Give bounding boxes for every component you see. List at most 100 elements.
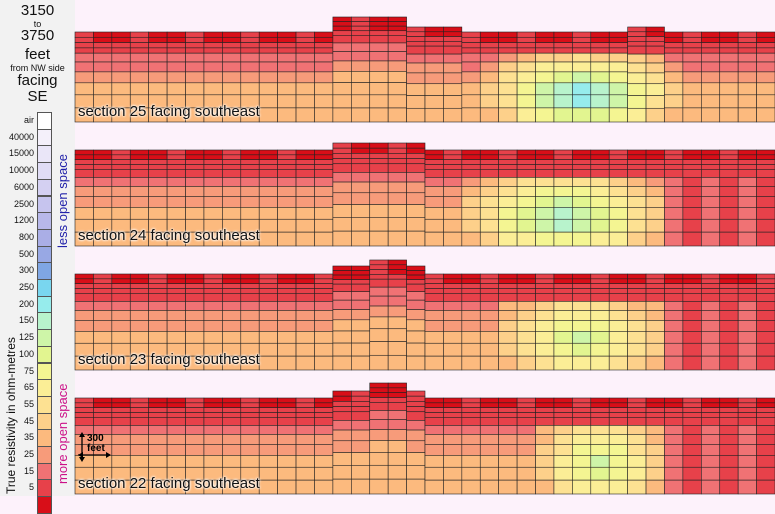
heatmap-cell (148, 417, 168, 426)
heatmap-cell (572, 466, 592, 481)
heatmap-cell (479, 417, 499, 426)
heatmap-cell (498, 397, 518, 404)
heatmap-cell (351, 420, 371, 431)
heatmap-cell (572, 425, 592, 435)
heatmap-cell (590, 397, 610, 404)
heatmap-cell (351, 411, 371, 421)
heatmap-cell (387, 478, 407, 495)
heatmap-cell (682, 402, 702, 408)
heatmap-cell (535, 397, 555, 404)
heatmap-cell (664, 417, 684, 426)
heatmap-cell (627, 479, 647, 495)
heatmap-cell (406, 395, 426, 402)
heatmap-cell (498, 479, 518, 495)
heatmap-cell (222, 425, 242, 435)
section-title: section 25 facing southeast (78, 103, 260, 120)
heatmap-cell (166, 425, 186, 435)
heatmap-cell (608, 479, 628, 495)
heatmap-cell (719, 444, 739, 456)
heatmap-cell (240, 444, 260, 456)
heatmap-cell (461, 412, 481, 418)
heatmap-cell (387, 382, 407, 389)
heatmap-cell (590, 466, 610, 481)
heatmap-cell (553, 402, 573, 408)
scale-unit: feet (87, 443, 105, 454)
legend-label: 250 (18, 282, 34, 292)
heatmap-cell (479, 397, 499, 404)
heatmap-cell (240, 397, 260, 404)
heatmap-cell (645, 479, 665, 495)
heatmap-cell (351, 401, 371, 407)
legend-label: 150 (18, 315, 34, 326)
heatmap-cell (387, 419, 407, 430)
heatmap-cell (756, 425, 775, 435)
heatmap-cell (166, 417, 186, 426)
section-title: section 23 facing southeast (78, 351, 260, 368)
heatmap-cell (332, 401, 352, 407)
heatmap-cell (719, 455, 739, 468)
heatmap-cell (295, 466, 315, 481)
heatmap-cell (608, 444, 628, 456)
heatmap-cell (258, 466, 278, 481)
heatmap-cell (572, 444, 592, 456)
heatmap-cell (682, 425, 702, 435)
heatmap-cell (756, 107, 775, 123)
heatmap-cell (756, 466, 775, 481)
heatmap-cell (590, 434, 610, 445)
heatmap-cell (277, 479, 297, 495)
heatmap-cell (129, 444, 149, 456)
heatmap-cell (608, 402, 628, 408)
heatmap-cell (314, 466, 334, 481)
heatmap-cell (461, 425, 481, 435)
heatmap-cell (277, 444, 297, 456)
heatmap-cell (277, 466, 297, 481)
heatmap-cell (424, 455, 444, 468)
heatmap-cell (516, 444, 536, 456)
heatmap-cell (479, 402, 499, 408)
heatmap-cell (387, 440, 407, 453)
heatmap-cell (645, 455, 665, 468)
heatmap-cell (516, 425, 536, 435)
heatmap-cell (314, 417, 334, 426)
heatmap-cell (461, 417, 481, 426)
heatmap-cell (664, 412, 684, 418)
heatmap-cell (461, 407, 481, 413)
heatmap-cell (572, 412, 592, 418)
heatmap-cell (461, 402, 481, 408)
heatmap-cell (664, 397, 684, 404)
heatmap-cell (645, 397, 665, 404)
heatmap-cell (369, 464, 389, 480)
heatmap-cell (185, 402, 205, 408)
heatmap-cell (111, 412, 131, 418)
heatmap-cell (443, 412, 463, 418)
legend-label: 15000 (8, 148, 34, 159)
heatmap-section (74, 259, 775, 371)
heatmap-cell (553, 479, 573, 495)
heatmap-cell (166, 434, 186, 445)
heatmap-cell (701, 466, 721, 481)
heatmap-cell (572, 417, 592, 426)
heatmap-cell (148, 402, 168, 408)
heatmap-cell (627, 444, 647, 456)
heatmap-cell (185, 444, 205, 456)
heatmap-cell (351, 452, 371, 466)
heatmap-cell (387, 397, 407, 403)
heatmap-cell (295, 434, 315, 445)
heatmap-cell (258, 412, 278, 418)
heatmap-cell (701, 455, 721, 468)
heatmap-cell (351, 429, 371, 442)
heatmap-cell (203, 412, 223, 418)
legend-label: 200 (18, 298, 34, 309)
heatmap-cell (627, 417, 647, 426)
heatmap-cell (516, 397, 536, 404)
heatmap-cell (185, 412, 205, 418)
heatmap-cell (608, 412, 628, 418)
heatmap-cell (314, 407, 334, 413)
heatmap-cell (627, 397, 647, 404)
heatmap-cell (185, 417, 205, 426)
heatmap-cell (553, 397, 573, 404)
heatmap-cell (479, 407, 499, 413)
heatmap-cell (719, 397, 739, 404)
heatmap-cell (572, 402, 592, 408)
heatmap-cell (516, 479, 536, 495)
